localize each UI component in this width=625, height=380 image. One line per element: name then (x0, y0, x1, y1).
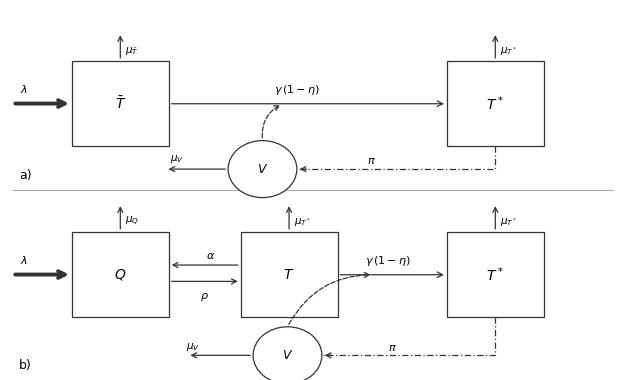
Text: $\mu_{T^*}$: $\mu_{T^*}$ (500, 45, 518, 57)
Text: $V$: $V$ (282, 349, 293, 362)
Text: $\mu_{T^*}$: $\mu_{T^*}$ (294, 216, 311, 228)
Text: $\rho$: $\rho$ (200, 291, 209, 303)
Text: $\gamma\,(1-\eta)$: $\gamma\,(1-\eta)$ (364, 254, 411, 268)
Text: $T^*$: $T^*$ (486, 94, 504, 113)
Text: $\mu_{\bar{T}}$: $\mu_{\bar{T}}$ (126, 45, 139, 57)
Bar (72, 61, 169, 146)
Text: $T$: $T$ (283, 268, 295, 282)
Text: $\bar{T}$: $\bar{T}$ (114, 95, 126, 112)
Text: $\alpha$: $\alpha$ (206, 251, 216, 261)
Text: $\lambda$: $\lambda$ (20, 83, 28, 95)
Text: $\mu_V$: $\mu_V$ (170, 153, 184, 165)
Bar (72, 232, 169, 317)
Text: b): b) (19, 359, 31, 372)
Text: $\gamma\,(1-\eta)$: $\gamma\,(1-\eta)$ (274, 83, 320, 97)
Text: $V$: $V$ (257, 163, 268, 176)
Bar (447, 61, 544, 146)
Text: $\mu_{T^*}$: $\mu_{T^*}$ (500, 216, 518, 228)
Text: $\pi$: $\pi$ (388, 343, 396, 353)
Bar (241, 232, 338, 317)
Text: $T^*$: $T^*$ (486, 265, 504, 284)
Text: $\mu_Q$: $\mu_Q$ (126, 215, 139, 228)
Bar (447, 232, 544, 317)
Ellipse shape (253, 327, 322, 380)
Text: $Q$: $Q$ (114, 267, 126, 282)
Text: a): a) (19, 169, 31, 182)
Text: $\pi$: $\pi$ (368, 157, 376, 166)
Ellipse shape (228, 141, 297, 198)
Text: $\lambda$: $\lambda$ (20, 254, 28, 266)
Text: $\mu_V$: $\mu_V$ (186, 340, 200, 353)
